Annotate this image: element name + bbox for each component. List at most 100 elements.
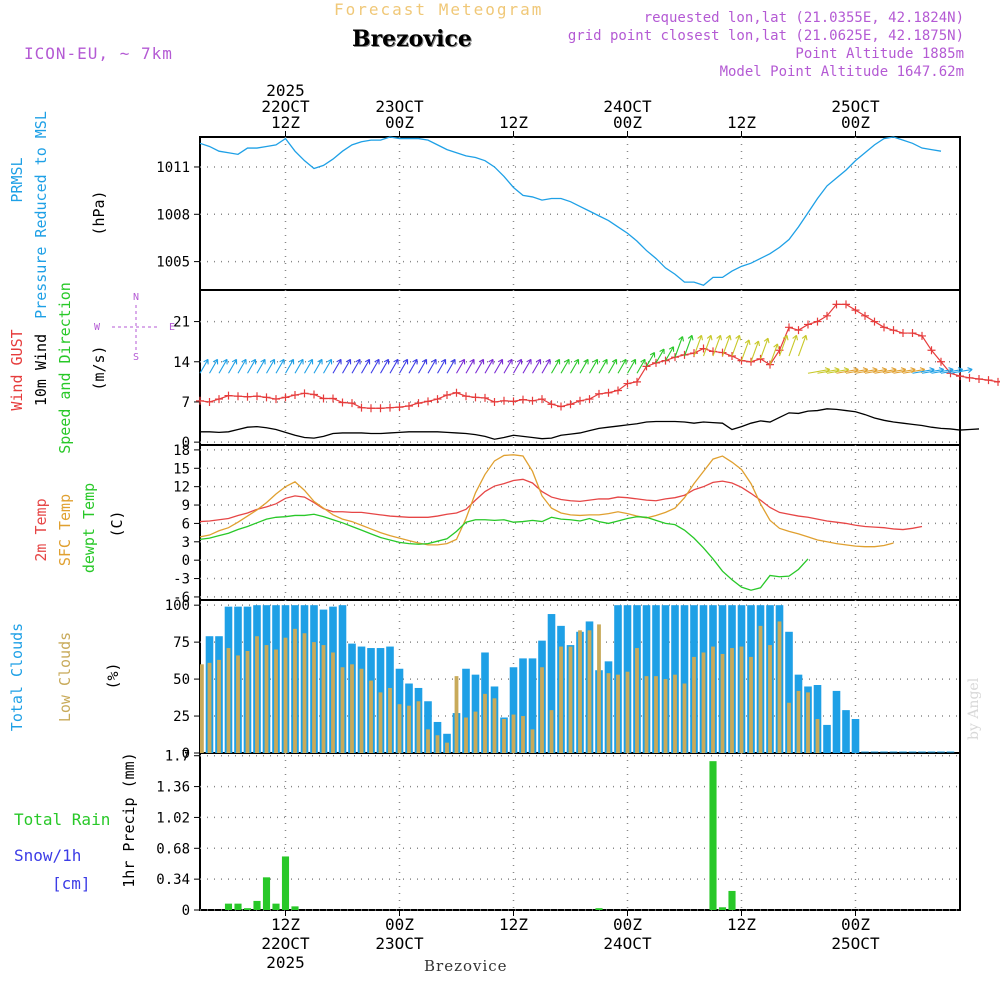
wind-arrow bbox=[702, 335, 712, 357]
wind-arrow bbox=[617, 359, 627, 374]
total-cloud-bar bbox=[519, 658, 527, 753]
gust-point bbox=[452, 388, 461, 397]
low-cloud-bar bbox=[768, 645, 772, 753]
low-cloud-bar bbox=[245, 651, 250, 753]
low-cloud-bar bbox=[255, 636, 259, 753]
gust-point bbox=[357, 403, 366, 412]
compass-e: E bbox=[169, 322, 175, 333]
wind-arrow bbox=[560, 359, 570, 374]
y-tick-label: 14 bbox=[173, 355, 190, 371]
wind-arrow bbox=[408, 359, 418, 374]
wind-arrow bbox=[332, 359, 342, 374]
gust-point bbox=[937, 357, 945, 366]
gust-point bbox=[367, 404, 375, 413]
wind-arrow bbox=[551, 359, 560, 374]
gust-point bbox=[310, 390, 318, 399]
wind-arrow-head bbox=[459, 358, 466, 365]
low-cloud-bar bbox=[454, 676, 459, 753]
wind-arrow-head bbox=[630, 358, 637, 365]
gust-point bbox=[557, 402, 565, 411]
wind-arrow bbox=[845, 368, 868, 374]
y-tick-label: 0 bbox=[182, 746, 190, 762]
gust-point bbox=[509, 397, 518, 406]
wind-speed-line bbox=[200, 408, 980, 440]
top-time-label: 00Z bbox=[841, 113, 870, 132]
y-tick-label: 100 bbox=[165, 598, 190, 614]
gust-point bbox=[984, 376, 993, 385]
wind-arrow bbox=[655, 348, 665, 364]
y-tick-label: 15 bbox=[173, 461, 190, 477]
low-cloud-bar bbox=[559, 646, 563, 753]
gust-point bbox=[880, 323, 888, 332]
compass-s: S bbox=[133, 352, 139, 363]
gust-point bbox=[291, 391, 299, 400]
bottom-time-label: 25OCT bbox=[831, 934, 880, 953]
temp-sfc-line bbox=[199, 454, 894, 548]
y-tick-label: 9 bbox=[182, 498, 190, 514]
wind-arrow-head bbox=[269, 358, 276, 365]
wind-arrow bbox=[940, 368, 963, 374]
watermark: by Angel bbox=[966, 677, 982, 740]
wind-arrow bbox=[275, 359, 285, 374]
wind-arrow bbox=[465, 359, 475, 374]
low-cloud-label: Low Clouds bbox=[56, 632, 74, 722]
y-tick-label: 0.34 bbox=[156, 872, 190, 888]
total-cloud-bar bbox=[528, 658, 537, 753]
total-cloud-bar bbox=[661, 605, 670, 753]
low-cloud-bar bbox=[749, 656, 753, 753]
wind-arrow-head bbox=[393, 358, 399, 365]
wind-arrow-head bbox=[668, 346, 675, 352]
low-cloud-bar bbox=[815, 719, 820, 753]
wind-arrow bbox=[931, 368, 954, 374]
wind-arrow bbox=[361, 359, 370, 374]
wind-arrow bbox=[494, 359, 503, 374]
low-cloud-bar bbox=[200, 664, 204, 753]
wind-arrow bbox=[788, 335, 798, 357]
total-cloud-bar bbox=[851, 719, 860, 753]
y-tick-label: 3 bbox=[182, 535, 190, 551]
model-altitude: Model Point Altitude 1647.62m bbox=[719, 64, 964, 80]
gust-point bbox=[262, 393, 271, 402]
bottom-time-label: 00Z bbox=[385, 915, 414, 934]
low-cloud-bar bbox=[511, 714, 516, 753]
wind-arrow-head bbox=[336, 358, 342, 365]
low-cloud-bar bbox=[720, 653, 725, 753]
low-cloud-bar bbox=[692, 656, 696, 753]
wind-arrow bbox=[646, 352, 655, 367]
rain-bar bbox=[728, 890, 736, 910]
low-cloud-bar bbox=[226, 648, 231, 753]
y-tick-label: 12 bbox=[173, 480, 190, 496]
gust-point bbox=[462, 392, 470, 401]
low-cloud-bar bbox=[787, 702, 791, 753]
gust-point bbox=[405, 401, 413, 410]
total-cloud-bar bbox=[680, 605, 689, 753]
wind-arrow-head bbox=[222, 358, 228, 365]
low-cloud-bar bbox=[777, 621, 782, 753]
total-cloud-label: Total Clouds bbox=[8, 623, 26, 731]
wind-arrow bbox=[589, 359, 598, 374]
y-tick-label: 1008 bbox=[156, 207, 190, 223]
gust-point bbox=[965, 373, 974, 382]
bottom-time-label: 00Z bbox=[613, 915, 642, 934]
y-tick-label: -6 bbox=[173, 590, 190, 606]
wind-arrow-head bbox=[497, 358, 504, 365]
bottom-time-label: 12Z bbox=[727, 915, 756, 934]
wind-arrow-head bbox=[754, 340, 761, 347]
wind-arrow bbox=[712, 335, 722, 357]
gust-point bbox=[918, 331, 926, 340]
gust-point bbox=[709, 347, 717, 356]
wind-arrow bbox=[228, 359, 237, 374]
bottom-time-label: 12Z bbox=[271, 915, 300, 934]
wind-label: 10m Wind bbox=[32, 334, 50, 406]
rain-bar bbox=[243, 908, 252, 910]
wind-arrow bbox=[807, 368, 830, 374]
gust-point bbox=[272, 395, 280, 404]
wind-arrow-head bbox=[279, 358, 285, 365]
snow-unit: [cm] bbox=[52, 874, 91, 893]
total-cloud-bar bbox=[785, 631, 793, 753]
wind-arrow bbox=[541, 359, 551, 374]
wind-dir-label: Speed and Direction bbox=[56, 282, 74, 454]
gust-point bbox=[927, 346, 936, 355]
wind-arrow bbox=[759, 338, 769, 360]
